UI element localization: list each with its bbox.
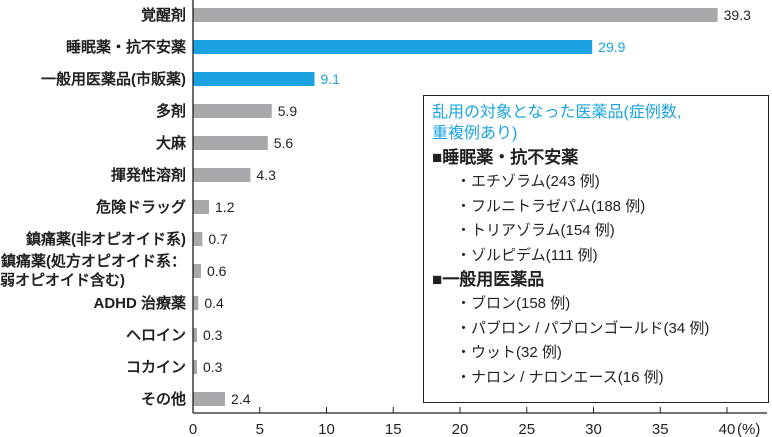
legend-box: 乱用の対象となった医薬品(症例数, 重複例あり) ■睡眠薬・抗不安薬 ・エチゾラ… (423, 95, 769, 403)
legend-item: ・フルニトラゼパム(188 例) (456, 197, 646, 215)
bar (193, 104, 272, 118)
category-label: その他 (141, 390, 186, 408)
data-label: 0.3 (203, 327, 223, 343)
x-tick-label: 40 (719, 421, 736, 437)
bar (193, 136, 268, 150)
data-label: 1.2 (215, 199, 235, 215)
bar (193, 200, 210, 214)
category-label: ヘロイン (126, 327, 186, 344)
bar (193, 360, 198, 374)
data-label: 0.3 (203, 359, 223, 375)
legend-item: ・トリアゾラム(154 例) (456, 222, 615, 239)
legend-item: ・ブロン(158 例) (456, 295, 571, 312)
category-label: 危険ドラッグ (96, 198, 186, 216)
legend-title-line: 重複例あり) (432, 125, 518, 142)
bar (193, 8, 718, 22)
bar (193, 264, 202, 278)
data-label: 5.6 (274, 135, 294, 151)
x-tick-label: 35 (652, 421, 669, 437)
x-tick-label: 25 (518, 421, 535, 437)
category-label: ADHD 治療薬 (94, 294, 187, 312)
bar (193, 296, 199, 310)
category-label: 揮発性溶剤 (111, 166, 186, 184)
bar (193, 168, 251, 182)
category-label: コカイン (126, 359, 186, 376)
legend-group-otc: ■一般用医薬品 (432, 270, 545, 289)
category-label: 覚醒剤 (141, 6, 186, 24)
category-label: 睡眠薬・抗不安薬 (66, 38, 186, 56)
legend-item: ・ナロン / ナロンエース(16 例) (456, 368, 664, 386)
x-tick-label: 0 (189, 421, 197, 437)
category-label: 鎮痛薬(非オピオイド系) (26, 230, 186, 248)
bar (193, 72, 315, 86)
legend-group-sleep: ■睡眠薬・抗不安薬 (432, 148, 579, 167)
bar (193, 328, 198, 342)
data-label: 0.6 (207, 263, 227, 279)
legend-title: 乱用の対象となった医薬品(症例数, 重複例あり) (432, 102, 768, 144)
category-label: 大麻 (156, 134, 187, 152)
x-tick-label: 20 (452, 421, 469, 437)
data-label: 9.1 (320, 71, 340, 87)
bar (193, 40, 593, 54)
legend-item: ・パブロン / パブロンゴールド(34 例) (456, 319, 710, 337)
data-label: 4.3 (256, 167, 276, 183)
data-label: 39.3 (724, 7, 751, 23)
legend-item: ・ゾルピデム(111 例) (456, 246, 598, 264)
category-label: 鎮痛薬(処方オピオイド系： (1, 252, 186, 270)
x-tick-label: 30 (585, 421, 602, 437)
legend-item: ・エチゾラム(243 例) (456, 173, 600, 190)
x-tick-label: 10 (318, 421, 335, 437)
category-label: 多剤 (156, 102, 186, 120)
bar (193, 392, 226, 406)
legend-item: ・ウット(32 例) (456, 344, 562, 361)
x-tick-label: 5 (256, 421, 264, 437)
data-label: 5.9 (278, 103, 298, 119)
category-label: 一般用医薬品(市販薬) (41, 70, 186, 88)
data-label: 2.4 (231, 391, 251, 407)
data-label: 0.7 (208, 231, 228, 247)
x-axis-unit: (%) (737, 421, 760, 437)
x-tick-label: 15 (385, 421, 402, 437)
data-label: 29.9 (598, 39, 625, 55)
data-label: 0.4 (204, 295, 224, 311)
category-label: 弱オピオイド含む) (0, 271, 125, 289)
bar (193, 232, 203, 246)
legend-title-line: 乱用の対象となった医薬品(症例数, (432, 104, 682, 121)
